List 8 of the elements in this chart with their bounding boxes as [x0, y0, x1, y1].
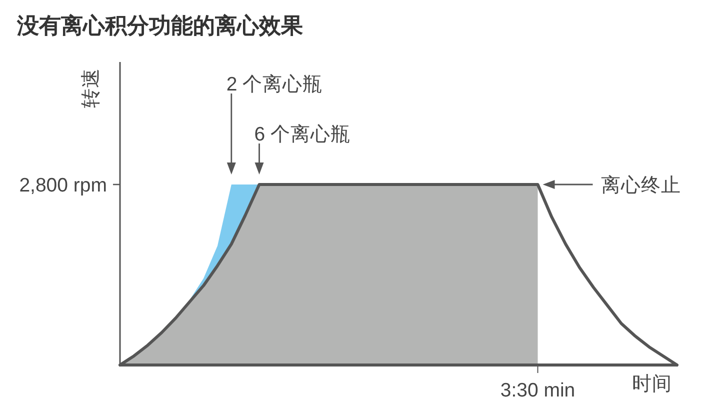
text: 6 个离心瓶: [254, 124, 351, 146]
text: 2 个离心瓶: [226, 74, 323, 96]
y-axis-title: 转速: [80, 68, 102, 108]
text: 2,800 rpm: [19, 174, 107, 197]
annotation: 离心终止: [600, 174, 681, 197]
text: 3:30 min: [500, 380, 576, 402]
x-axis-title: 时间: [632, 373, 672, 395]
chart-title: 没有离心积分功能的离心效果: [16, 13, 304, 38]
